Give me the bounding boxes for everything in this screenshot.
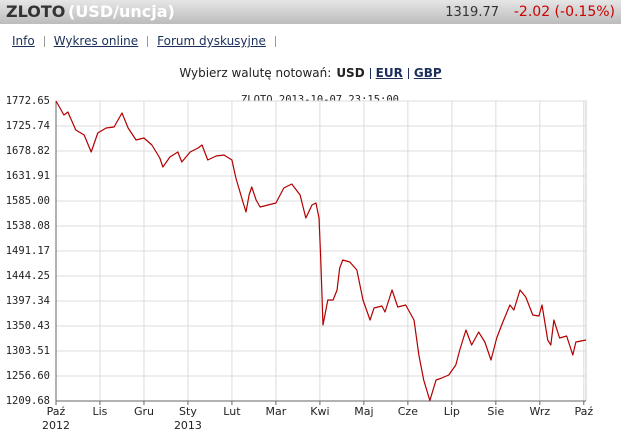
y-tick-label: 1725.74: [6, 120, 50, 132]
instrument-name: ZLOTO: [6, 2, 66, 21]
x-tick-label: Mar: [265, 405, 287, 418]
y-tick-label: 1444.25: [6, 270, 50, 282]
currency-active: USD: [336, 66, 365, 80]
nav: Info Wykres online Forum dyskusyjne: [12, 34, 285, 48]
x-tick-label: Wrz: [529, 405, 551, 418]
price-change: -2.02 (-0.15%): [513, 4, 615, 20]
y-tick-label: 1350.43: [6, 320, 50, 332]
x-tick-label: Maj: [354, 405, 374, 418]
x-tick-label: Kwi: [310, 405, 330, 418]
nav-link[interactable]: Info: [12, 34, 35, 48]
x-tick-label: Paź: [574, 405, 594, 418]
y-tick-label: 1631.91: [6, 170, 50, 182]
separator: [147, 35, 149, 47]
separator: [369, 67, 371, 79]
nav-link[interactable]: Forum dyskusyjne: [157, 34, 266, 48]
y-tick-label: 1678.82: [6, 145, 50, 157]
price: 1319.77: [445, 5, 499, 20]
x-tick-label: Lut: [223, 405, 241, 418]
currency-link[interactable]: GBP: [413, 66, 442, 80]
y-tick-label: 1256.60: [6, 370, 50, 382]
currency-label: Wybierz walutę notowań:: [179, 66, 332, 80]
price-line: [55, 100, 587, 402]
x-tick-label: Lis: [92, 405, 108, 418]
y-tick-label: 1491.17: [6, 245, 50, 257]
currency-link[interactable]: EUR: [375, 66, 403, 80]
separator: [274, 35, 276, 47]
y-tick-label: 1585.00: [6, 195, 50, 207]
y-tick-label: 1397.34: [6, 295, 50, 307]
x-tick-label: Sty 2013: [173, 405, 202, 432]
separator: [43, 35, 45, 47]
y-tick-label: 1303.51: [6, 345, 50, 357]
y-tick-label: 1209.68: [6, 395, 50, 407]
x-tick-label: Cze: [397, 405, 418, 418]
x-tick-label: Sie: [487, 405, 505, 418]
nav-link[interactable]: Wykres online: [53, 34, 139, 48]
y-tick-label: 1772.65: [6, 95, 50, 107]
x-tick-label: Paź 2012: [42, 405, 70, 432]
instrument-unit: (USD/uncja): [68, 2, 175, 21]
separator: [407, 67, 409, 79]
x-tick-label: Gru: [133, 405, 154, 418]
currency-selector: Wybierz walutę notowań: USD EUR GBP: [0, 66, 621, 80]
x-tick-label: Lip: [443, 405, 460, 418]
header-bar: ZLOTO (USD/uncja) 1319.77 -2.02 (-0.15%): [0, 0, 621, 24]
y-tick-label: 1538.08: [6, 220, 50, 232]
